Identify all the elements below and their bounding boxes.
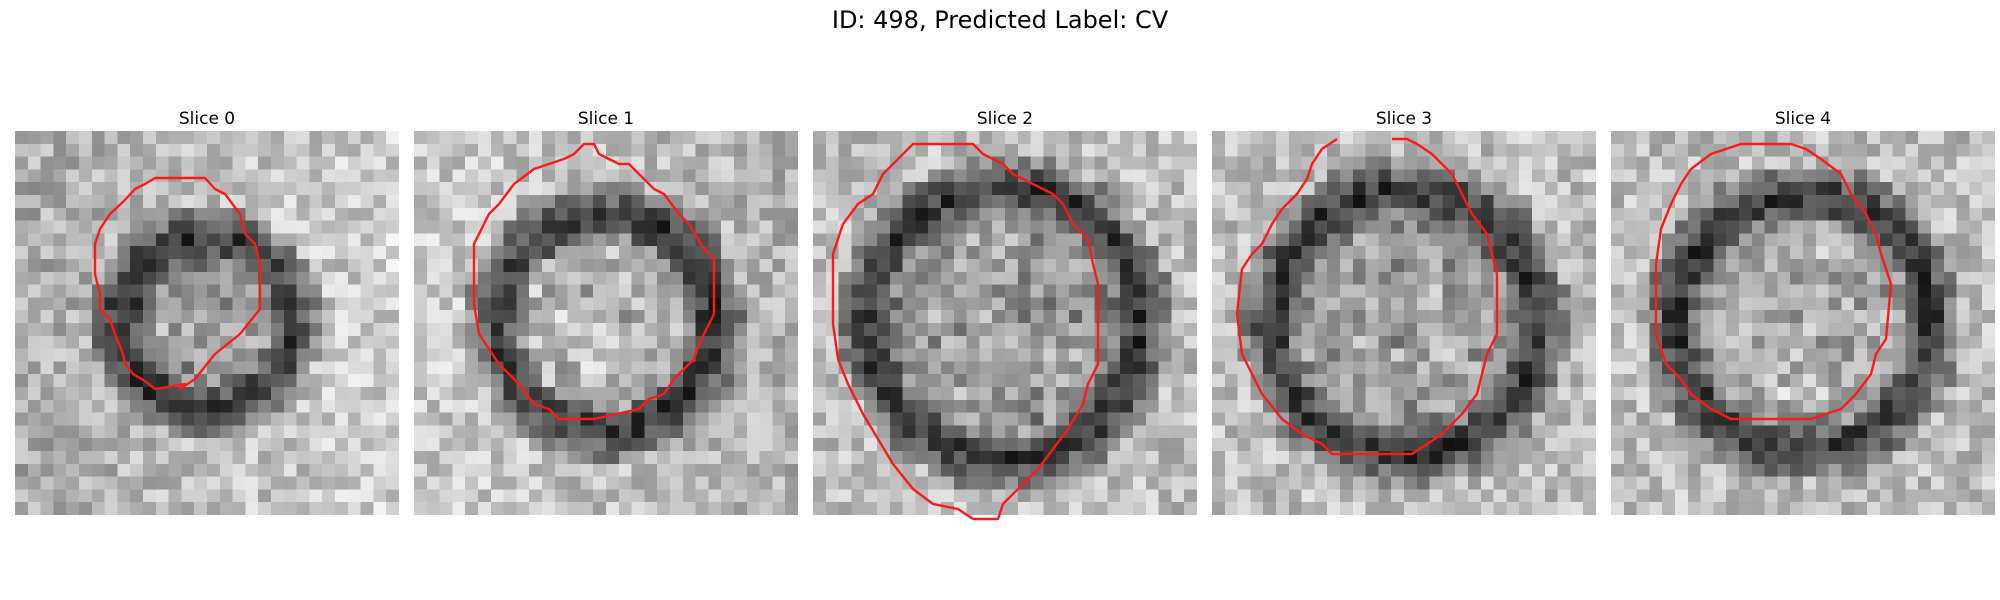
slice-title: Slice 0 bbox=[178, 109, 236, 129]
slice-panel-0: Slice 0 bbox=[15, 107, 399, 515]
slice-title: Slice 3 bbox=[1375, 109, 1433, 129]
slice-title: Slice 2 bbox=[976, 109, 1034, 129]
slice-panel-2: Slice 2 bbox=[813, 107, 1197, 521]
slice-image bbox=[15, 131, 399, 515]
segmentation-contour bbox=[1654, 142, 1893, 421]
segmentation-contour bbox=[1235, 137, 1499, 456]
slice-title: Slice 4 bbox=[1774, 109, 1832, 129]
slice-panel-1: Slice 1 bbox=[414, 107, 798, 515]
segmentation-contour bbox=[831, 142, 1100, 521]
slice-title: Slice 1 bbox=[577, 109, 635, 129]
segmentation-contour bbox=[472, 142, 716, 421]
segmentation-contour bbox=[93, 176, 262, 391]
slice-image bbox=[1212, 131, 1596, 515]
slice-panel-3: Slice 3 bbox=[1212, 107, 1596, 515]
slice-image bbox=[813, 131, 1197, 515]
slice-panel-4: Slice 4 bbox=[1611, 107, 1995, 515]
figure-title: ID: 498, Predicted Label: CV bbox=[831, 6, 1169, 34]
